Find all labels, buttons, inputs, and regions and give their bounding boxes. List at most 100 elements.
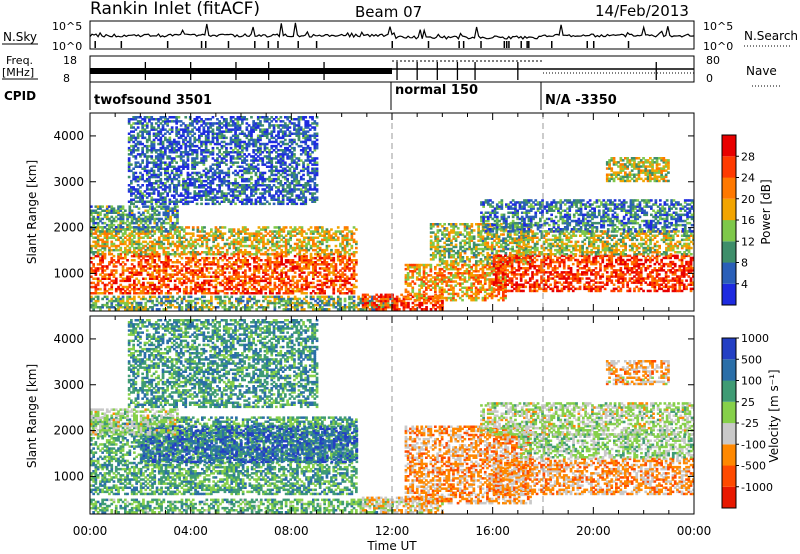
- data-cell: [145, 126, 149, 129]
- data-cell: [318, 271, 322, 274]
- data-cell: [171, 287, 175, 291]
- data-cell: [265, 128, 269, 131]
- data-cell: [286, 173, 289, 177]
- data-cell: [157, 192, 160, 195]
- data-cell: [222, 124, 226, 127]
- data-cell: [198, 252, 202, 256]
- data-cell: [184, 161, 188, 164]
- data-cell: [275, 265, 279, 268]
- data-cell: [99, 261, 102, 264]
- data-cell: [105, 289, 109, 293]
- data-cell: [154, 202, 158, 206]
- data-cell: [296, 267, 299, 270]
- data-cell: [287, 261, 290, 264]
- data-cell: [207, 130, 210, 133]
- data-cell: [216, 292, 220, 295]
- data-cell: [241, 184, 244, 187]
- data-cell: [231, 128, 235, 131]
- data-cell: [225, 151, 228, 154]
- data-cell: [299, 126, 303, 129]
- data-cell: [213, 171, 217, 175]
- data-cell: [142, 254, 145, 258]
- data-cell: [323, 292, 326, 295]
- data-cell: [262, 240, 265, 244]
- data-cell: [230, 279, 234, 283]
- data-cell: [171, 236, 175, 239]
- data-cell: [327, 230, 331, 233]
- data-cell: [234, 122, 237, 125]
- data-cell: [341, 267, 345, 270]
- data-cell: [330, 259, 333, 262]
- data-cell: [201, 283, 204, 287]
- data-cell: [194, 289, 197, 293]
- data-cell: [96, 269, 100, 272]
- data-cell: [191, 165, 194, 168]
- data-cell: [179, 151, 183, 154]
- data-cell: [323, 236, 326, 239]
- data-cell: [284, 251, 288, 254]
- data-cell: [257, 263, 261, 266]
- data-cell: [99, 230, 102, 233]
- data-cell: [297, 116, 301, 119]
- data-cell: [343, 273, 347, 276]
- data-cell: [308, 171, 312, 175]
- data-cell: [198, 196, 201, 199]
- data-cell: [127, 149, 131, 152]
- data-cell: [241, 287, 245, 291]
- data-cell: [124, 232, 127, 235]
- data-cell: [182, 279, 186, 283]
- data-cell: [198, 126, 201, 129]
- data-cell: [345, 240, 349, 244]
- data-cell: [234, 146, 237, 150]
- data-cell: [135, 221, 138, 225]
- data-cell: [148, 217, 152, 221]
- data-cell: [325, 240, 329, 244]
- data-cell: [164, 265, 168, 268]
- data-cell: [262, 253, 265, 256]
- data-cell: [220, 134, 224, 137]
- data-cell: [236, 124, 240, 127]
- data-cell: [327, 254, 331, 258]
- data-cell: [185, 303, 188, 307]
- data-cell: [151, 207, 154, 210]
- data-cell: [234, 140, 237, 144]
- data-cell: [157, 167, 160, 170]
- data-cell: [244, 236, 247, 239]
- data-cell: [243, 198, 246, 201]
- data-cell: [271, 248, 274, 252]
- data-cell: [198, 140, 201, 144]
- data-cell: [178, 295, 181, 299]
- data-cell: [145, 188, 149, 191]
- data-cell: [280, 256, 283, 260]
- data-cell: [198, 269, 202, 272]
- data-cell: [164, 163, 167, 166]
- data-cell: [264, 234, 268, 237]
- data-cell: [254, 153, 258, 156]
- data-cell: [255, 287, 258, 291]
- data-cell: [218, 155, 221, 158]
- data-cell: [121, 205, 125, 208]
- data-cell: [121, 226, 125, 229]
- data-cell: [130, 232, 134, 235]
- data-cell: [255, 289, 258, 293]
- data-cell: [151, 217, 154, 221]
- data-cell: [205, 238, 209, 242]
- data-cell: [207, 128, 210, 131]
- data-cell: [332, 261, 336, 264]
- data-cell: [151, 244, 154, 248]
- data-cell: [145, 140, 149, 144]
- data-cell: [130, 182, 133, 185]
- data-cell: [103, 248, 107, 252]
- data-cell: [243, 167, 246, 170]
- data-cell: [236, 161, 240, 164]
- data-cell: [127, 146, 131, 150]
- data-cell: [218, 134, 221, 137]
- data-cell: [241, 292, 245, 295]
- data-cell: [187, 256, 191, 260]
- data-cell: [237, 248, 240, 252]
- data-cell: [246, 265, 249, 268]
- data-cell: [142, 281, 145, 285]
- data-cell: [159, 194, 163, 197]
- data-cell: [103, 209, 107, 212]
- data-cell: [152, 188, 156, 191]
